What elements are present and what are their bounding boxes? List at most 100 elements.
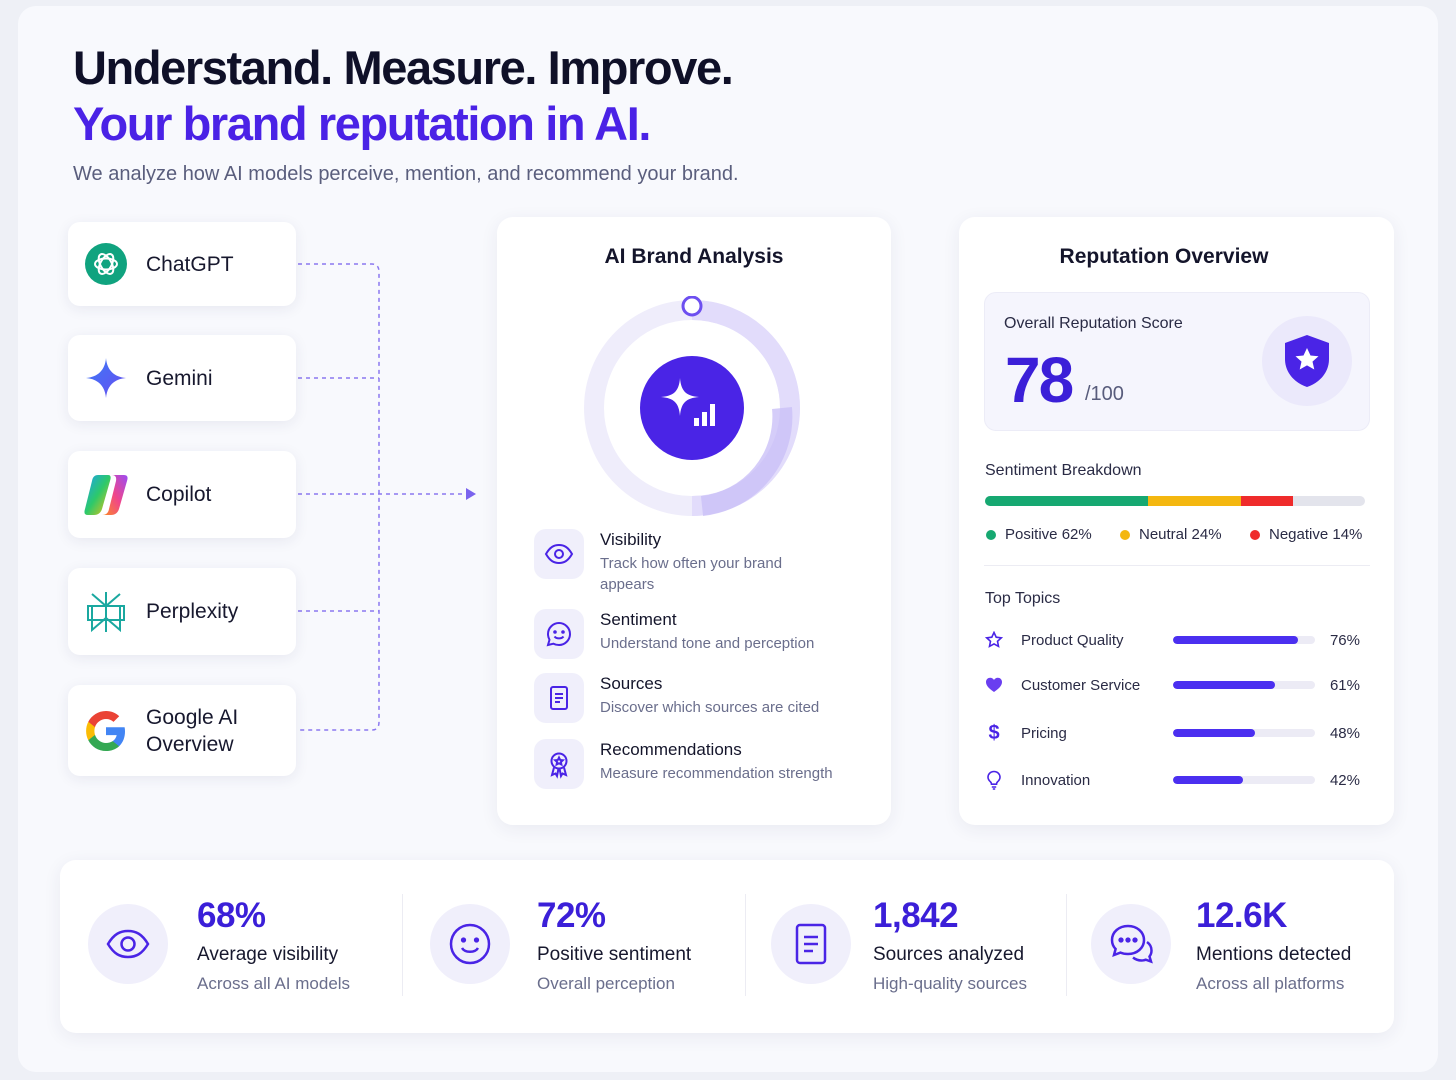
stat-value: 68% bbox=[197, 896, 266, 935]
model-label: Gemini bbox=[146, 366, 213, 390]
document-icon bbox=[771, 904, 851, 984]
score-label: Overall Reputation Score bbox=[1004, 315, 1183, 332]
model-label: Perplexity bbox=[146, 600, 239, 623]
ai-brand-analysis-title: AI Brand Analysis bbox=[604, 245, 784, 268]
award-ribbon-icon bbox=[534, 739, 584, 789]
model-label: Google AI Overview bbox=[146, 705, 239, 756]
legend-positive: Positive 62% bbox=[986, 526, 1092, 543]
feature-sources: Sources Discover which sources are cited bbox=[534, 673, 819, 723]
topic-percent: 61% bbox=[1329, 676, 1360, 694]
topic-row: $ Pricing 48% bbox=[984, 721, 1362, 745]
topic-bar-track bbox=[1173, 636, 1315, 644]
sentiment-segment-negative bbox=[1241, 496, 1293, 506]
stat-sub: Overall perception bbox=[537, 974, 675, 993]
feature-title: Sentiment bbox=[600, 610, 677, 629]
topic-row: Customer Service 61% bbox=[984, 673, 1362, 697]
topic-bar-fill bbox=[1173, 776, 1243, 784]
smile-icon bbox=[430, 904, 510, 984]
topic-bar-fill bbox=[1173, 681, 1276, 689]
stat-divider bbox=[745, 894, 746, 996]
sentiment-segment-positive bbox=[985, 496, 1149, 506]
topic-bar-track bbox=[1173, 681, 1315, 689]
neutral-dot-icon bbox=[1120, 529, 1130, 540]
stat-sub: Across all AI models bbox=[197, 974, 351, 993]
perplexity-logo-icon bbox=[82, 588, 130, 636]
model-card-gemini[interactable]: Gemini bbox=[68, 335, 296, 421]
lightbulb-icon bbox=[984, 770, 1004, 790]
feature-desc: Understand tone and perception bbox=[600, 635, 815, 652]
eye-icon bbox=[88, 904, 168, 984]
sentiment-breakdown-label: Sentiment Breakdown bbox=[985, 462, 1142, 479]
chatgpt-logo-icon bbox=[82, 240, 130, 288]
stat-value: 12.6K bbox=[1196, 896, 1287, 935]
stat-label: Sources analyzed bbox=[873, 944, 1025, 965]
legend-label: Positive 62% bbox=[1005, 526, 1092, 543]
model-card-copilot[interactable]: Copilot bbox=[68, 451, 296, 538]
headline-line-1: Understand. Measure. Improve. bbox=[73, 41, 734, 94]
stat-divider bbox=[402, 894, 403, 996]
stat-label: Average visibility bbox=[197, 944, 339, 965]
stat-divider bbox=[1066, 894, 1067, 996]
stat-value: 72% bbox=[537, 896, 606, 935]
gemini-star-icon bbox=[82, 354, 130, 402]
stat-sub: Across all platforms bbox=[1196, 974, 1345, 993]
section-divider bbox=[984, 565, 1370, 566]
legend-label: Neutral 24% bbox=[1139, 526, 1222, 543]
eye-icon bbox=[534, 529, 584, 579]
copilot-logo-icon bbox=[82, 471, 130, 519]
topic-name: Product Quality bbox=[1021, 631, 1124, 649]
stat-sub: High-quality sources bbox=[873, 974, 1028, 993]
topic-bar-fill bbox=[1173, 636, 1298, 644]
topic-bar-fill bbox=[1173, 729, 1256, 737]
analysis-ring-graphic bbox=[584, 296, 800, 516]
chat-bubbles-icon bbox=[1091, 904, 1171, 984]
model-card-perplexity[interactable]: Perplexity bbox=[68, 568, 296, 655]
subtitle: We analyze how AI models perceive, menti… bbox=[73, 163, 739, 185]
top-topics-label: Top Topics bbox=[985, 590, 1061, 607]
star-outline-icon bbox=[984, 630, 1004, 650]
dollar-icon: $ bbox=[988, 722, 1000, 744]
headline-line-2: Your brand reputation in AI. bbox=[73, 97, 651, 150]
feature-title: Visibility bbox=[600, 530, 662, 549]
stats-bar bbox=[60, 860, 1394, 1033]
document-icon bbox=[534, 673, 584, 723]
topic-row: Innovation 42% bbox=[984, 768, 1362, 792]
topic-row: Product Quality 76% bbox=[984, 628, 1362, 652]
feature-title: Recommendations bbox=[600, 740, 742, 759]
model-label: ChatGPT bbox=[146, 252, 234, 276]
google-g-logo-icon bbox=[82, 707, 130, 755]
topic-percent: 76% bbox=[1329, 631, 1360, 649]
score-value: 78 bbox=[1005, 344, 1074, 416]
sentiment-segment-neutral bbox=[1148, 496, 1242, 506]
feature-desc: Measure recommendation strength bbox=[600, 765, 833, 782]
sentiment-bar bbox=[985, 496, 1365, 506]
score-max: /100 bbox=[1085, 383, 1124, 405]
topic-bar-track bbox=[1173, 776, 1315, 784]
reputation-overview-title: Reputation Overview bbox=[1059, 245, 1269, 268]
legend-negative: Negative 14% bbox=[1250, 526, 1362, 543]
model-connector-lines bbox=[298, 263, 476, 731]
stat-value: 1,842 bbox=[873, 896, 959, 935]
model-card-google-ai-overview[interactable]: Google AI Overview bbox=[68, 685, 296, 776]
feature-recommendations: Recommendations Measure recommendation s… bbox=[534, 739, 833, 789]
stat-label: Positive sentiment bbox=[537, 944, 692, 965]
shield-star-icon bbox=[1262, 316, 1352, 406]
topic-name: Pricing bbox=[1021, 724, 1067, 742]
feature-desc: Track how often your brand appears bbox=[600, 555, 783, 593]
feature-desc: Discover which sources are cited bbox=[600, 699, 820, 716]
negative-dot-icon bbox=[1250, 529, 1260, 540]
feature-visibility: Visibility Track how often your brand ap… bbox=[534, 529, 800, 595]
legend-neutral: Neutral 24% bbox=[1120, 526, 1222, 543]
topic-percent: 42% bbox=[1329, 771, 1360, 789]
smile-chat-icon bbox=[534, 609, 584, 659]
model-label: Copilot bbox=[146, 483, 212, 506]
topic-bar-track bbox=[1173, 729, 1315, 737]
feature-sentiment: Sentiment Understand tone and perception bbox=[534, 609, 814, 659]
feature-title: Sources bbox=[600, 674, 663, 693]
model-card-chatgpt[interactable]: ChatGPT bbox=[68, 222, 296, 306]
positive-dot-icon bbox=[986, 529, 996, 540]
legend-label: Negative 14% bbox=[1269, 526, 1363, 543]
topic-name: Innovation bbox=[1021, 771, 1091, 789]
topic-percent: 48% bbox=[1329, 724, 1360, 742]
stat-label: Mentions detected bbox=[1196, 944, 1352, 965]
